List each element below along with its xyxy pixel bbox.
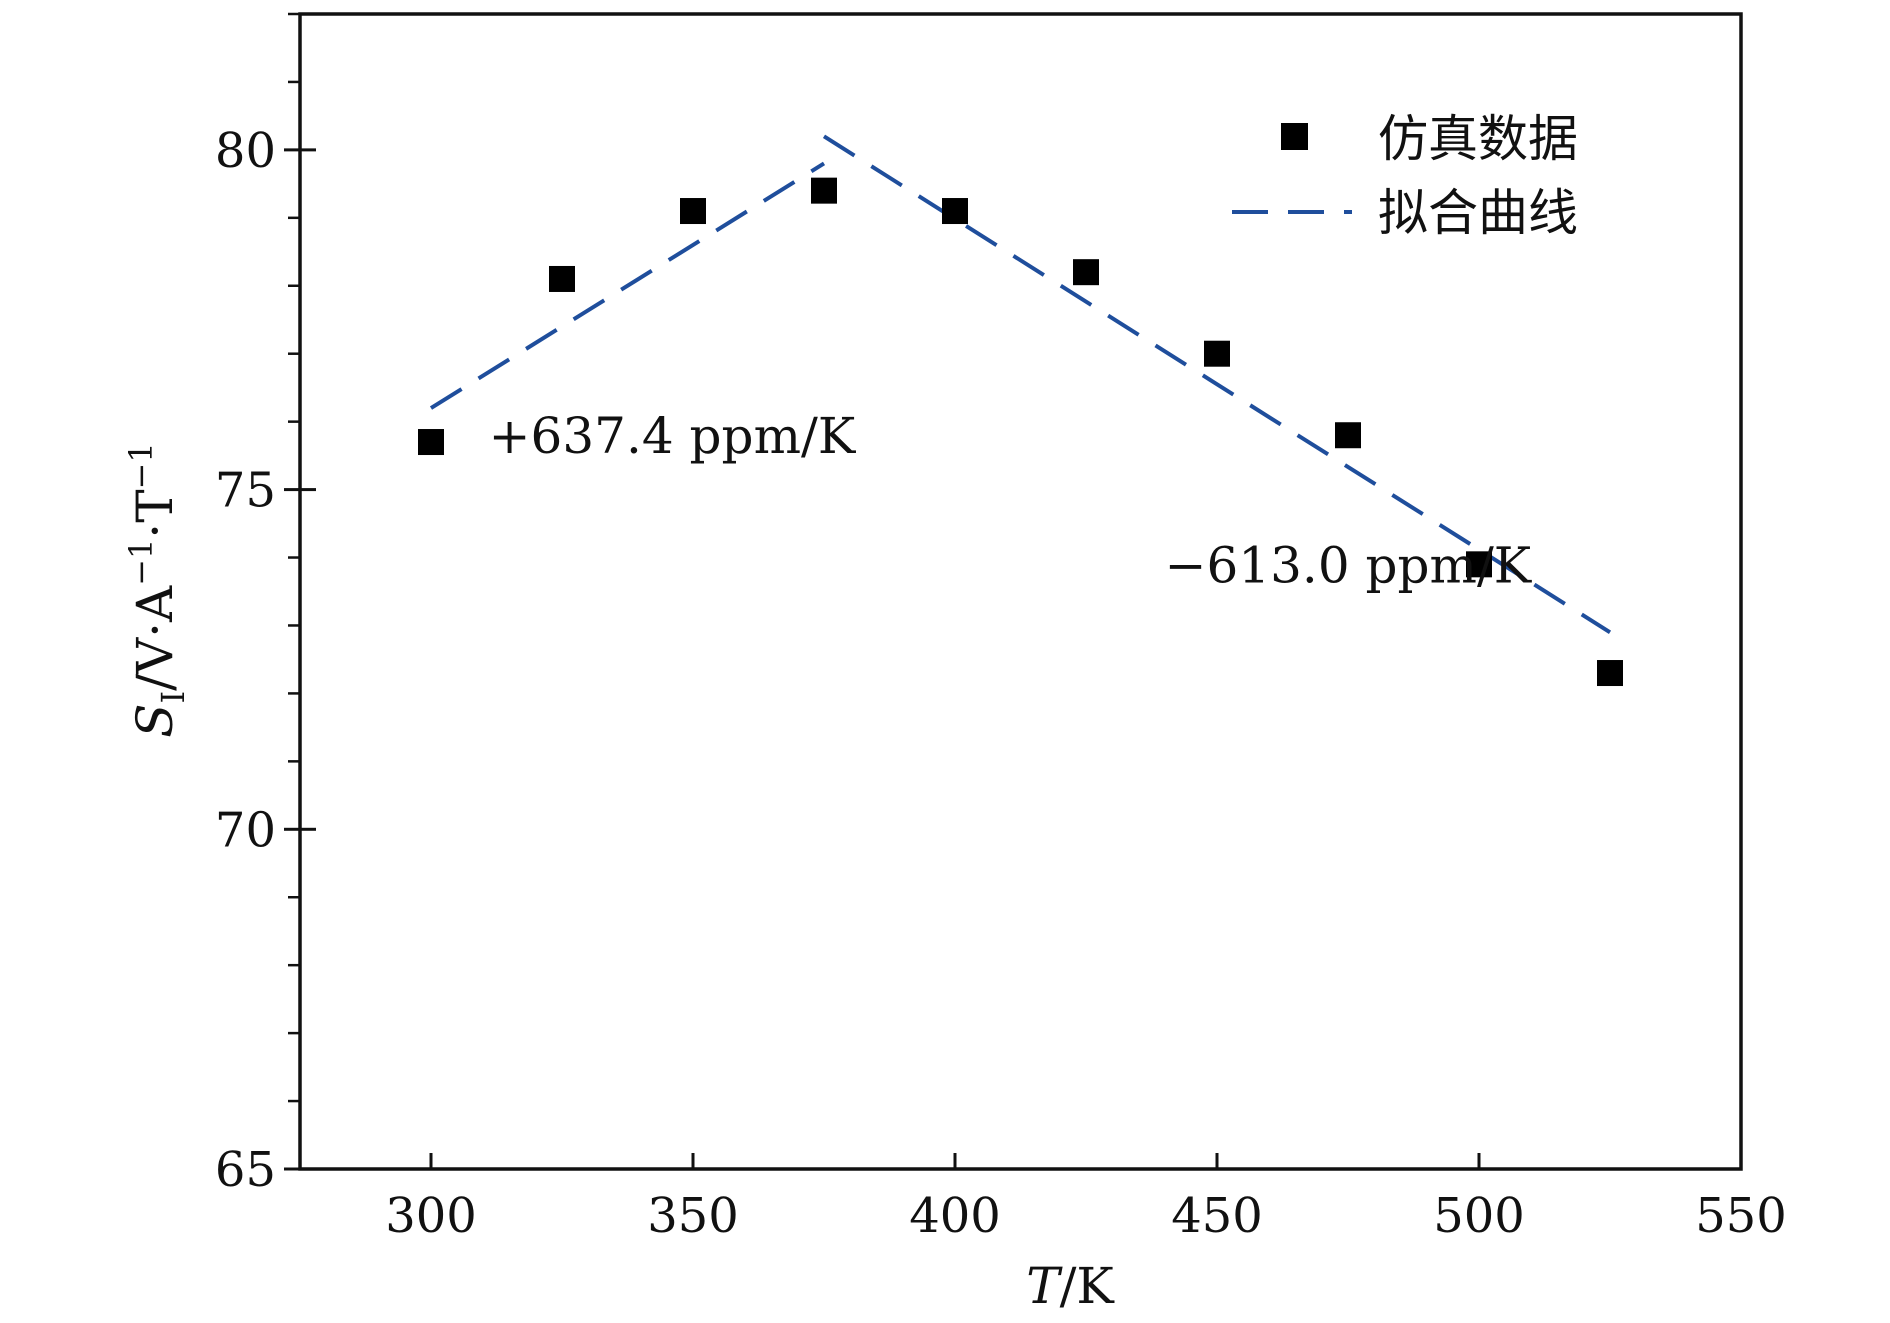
data-point (1204, 340, 1230, 367)
x-axis: 300 350 400 450 500 550 (385, 1153, 1787, 1244)
y-tick-label: 75 (215, 463, 276, 519)
legend-label-fit: 拟合曲线 (1378, 184, 1578, 242)
legend-marker-sim (1281, 123, 1308, 150)
x-tick-label: 550 (1695, 1188, 1787, 1244)
data-point (549, 265, 575, 292)
data-point (680, 198, 706, 225)
y-tick-label: 65 (215, 1142, 276, 1198)
data-point (811, 177, 837, 204)
y-tick-label: 80 (215, 123, 276, 179)
slope-annotation: +637.4 ppm/K (489, 407, 857, 465)
slope-annotation: −613.0 ppm/K (1165, 536, 1533, 594)
x-tick-label: 300 (385, 1188, 477, 1244)
data-point (942, 198, 968, 225)
y-axis: 65 70 75 80 (215, 12, 316, 1198)
data-point (1597, 660, 1623, 687)
legend: 仿真数据 拟合曲线 (1232, 110, 1578, 242)
data-point (1335, 422, 1361, 449)
data-point (418, 429, 444, 456)
series-fit-lines (429, 134, 1612, 634)
x-tick-label: 450 (1171, 1188, 1263, 1244)
legend-label-sim: 仿真数据 (1378, 110, 1578, 168)
annotations: +637.4 ppm/K −613.0 ppm/K (489, 407, 1533, 594)
x-tick-label: 350 (647, 1188, 739, 1244)
fit-line-segment-2 (822, 134, 1612, 634)
x-tick-label: 400 (909, 1188, 1001, 1244)
y-tick-label: 70 (215, 802, 276, 858)
y-axis-title: SI/V·A−1·T−1 (122, 442, 192, 737)
plot-frame (298, 12, 1743, 1171)
data-point (1073, 259, 1099, 286)
data-point (1466, 551, 1492, 578)
fit-line-segment-1 (429, 161, 826, 410)
x-axis-title: T/K (1026, 1257, 1115, 1315)
series-sim-points (418, 177, 1623, 687)
x-tick-label: 500 (1433, 1188, 1525, 1244)
